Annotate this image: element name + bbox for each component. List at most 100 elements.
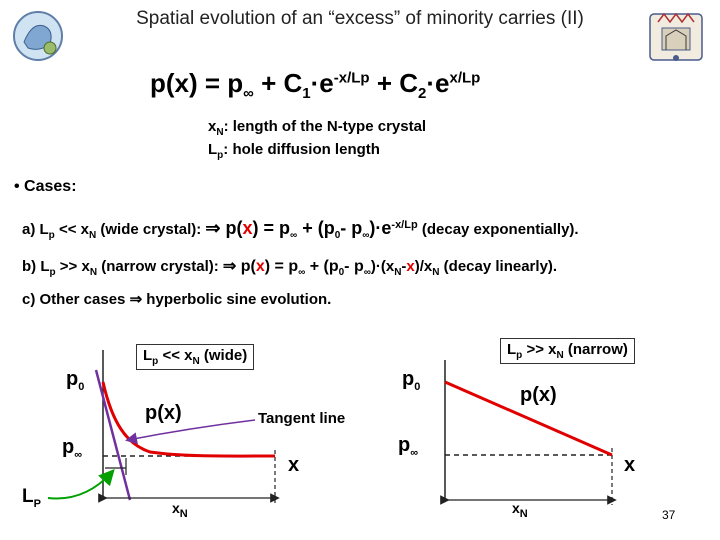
def-lp-text: : hole diffusion length [223,141,380,158]
case-b-f3: + (p [305,258,339,275]
case-b-sub2: N [89,267,98,278]
case-b-f1: p( [236,258,256,275]
case-a-inf2: ∞ [362,230,370,241]
case-b-f7: )/x [414,258,433,275]
case-a-label: a) L [22,221,49,238]
main-equation: p(x) = p∞ + C1·e-x/Lp + C2·ex/Lp [150,68,480,102]
case-a-cond: (wide crystal): [96,221,206,238]
case-a-exp: -x/Lp [391,219,418,231]
right-xn-label: xN [512,500,528,520]
right-pinf-p: p [398,434,411,456]
eq-c1-sub: 1 [302,85,311,103]
left-plot-caption-box: Lp << xN (wide) [136,344,255,370]
right-p0-sub: 0 [414,381,421,393]
case-b-label: b) L [22,258,50,275]
case-a-f2: ) = p [252,218,291,238]
case-a-sub2: N [88,230,97,241]
university-logo-left [13,11,63,61]
case-a-arrow: ⇒ [205,218,221,238]
left-box-tail: (wide) [199,347,248,364]
right-box-nsub: N [556,350,564,361]
case-b-note: (decay linearly). [439,258,558,275]
def-lp-sub: p [217,150,224,161]
right-plot-graphics [440,360,617,505]
case-a-mid: << x [54,221,89,238]
left-tangent-pointer [125,419,256,445]
right-linear-decay [444,380,613,457]
def-xn-sub: N [216,127,224,138]
left-box-nsub: N [192,356,200,367]
eq-exp2: x/Lp [449,69,481,87]
right-pinf-sym: ∞ [410,447,419,459]
case-b-x: x [255,258,265,275]
left-px-label: p(x) [145,402,182,424]
right-px-label: p(x) [520,384,557,406]
left-lp-l: L [22,486,34,507]
right-box-l: L [507,341,517,358]
case-c: c) Other cases ⇒ hyperbolic sine evoluti… [22,290,331,308]
right-box-mid: >> x [522,341,557,358]
left-pinf-sym: ∞ [74,449,83,461]
eq-inf: ∞ [243,85,254,103]
eq-exp1: -x/Lp [333,69,370,87]
case-b: b) Lp >> xN (narrow crystal): ⇒ p(x) = p… [22,256,557,278]
case-b-arrow: ⇒ [222,258,237,275]
case-a-sub1: p [48,230,55,241]
left-x-label: x [288,454,300,476]
right-pinf-label: p∞ [398,434,418,459]
case-b-sub1: p [49,267,56,278]
left-decay-curve [101,381,276,458]
left-p0-p: p [66,368,79,390]
case-a-x: x [242,218,253,238]
left-p0-label: p0 [66,368,84,393]
left-lp-sub: P [33,497,41,510]
def-xn-text: : length of the N-type crystal [223,118,427,135]
left-pinf-label: p∞ [62,436,82,461]
case-b-sub0: 0 [338,267,345,278]
right-x-label: x [624,454,636,476]
left-p0-sub: 0 [78,381,85,393]
left-pinf-p: p [62,436,75,458]
eq-e1: ·e [310,68,334,98]
eq-c1: + C [253,68,303,98]
case-b-mid: >> x [55,258,90,275]
left-tangent-line [94,369,132,501]
case-a-f3: + (p [297,218,335,238]
eq-c2-sub: 2 [418,85,427,103]
def-lp-sym: L [208,141,218,158]
left-xn-x: x [172,500,180,516]
case-a-f4: - p [340,218,363,238]
eq-c2: + C [369,68,419,98]
left-plot-graphics [47,350,280,505]
case-a-note: (decay exponentially). [417,221,579,238]
right-p0-label: p0 [402,368,420,393]
right-box-tail: (narrow) [563,341,628,358]
case-b-f6: - [401,258,407,275]
slide-title: Spatial evolution of an “excess” of mino… [136,8,584,29]
cases-heading: • Cases: [14,178,77,195]
left-xn-sub: N [179,507,188,520]
page-number: 37 [662,508,676,522]
case-b-cond: (narrow crystal): [97,258,223,275]
university-seal-right [649,12,703,61]
eq-lhs: p(x) = p [150,68,244,98]
case-a: a) Lp << xN (wide crystal): ⇒ p(x) = p∞ … [22,218,579,241]
definition-lp: Lp: hole diffusion length [208,141,380,161]
case-c-text: hyperbolic sine evolution. [142,291,332,308]
right-xn-x: x [512,500,520,516]
definition-xn: xN: length of the N-type crystal [208,118,426,138]
case-b-inf2: ∞ [363,267,371,278]
case-b-x2: x [406,258,415,275]
left-lp-pointer [47,469,115,500]
case-b-subn: N [394,267,402,278]
case-b-subn2: N [432,267,440,278]
case-c-label: c) Other cases [22,291,130,308]
case-b-inf: ∞ [298,267,306,278]
right-box-lsub: p [516,350,523,361]
case-b-f5: )·(x [370,258,395,275]
left-lp-label: LP [22,486,41,510]
right-plot-caption-box: Lp >> xN (narrow) [500,338,635,364]
case-a-f5: )·e [369,218,392,238]
case-c-arrow: ⇒ [129,291,143,308]
left-box-lsub: p [152,356,159,367]
